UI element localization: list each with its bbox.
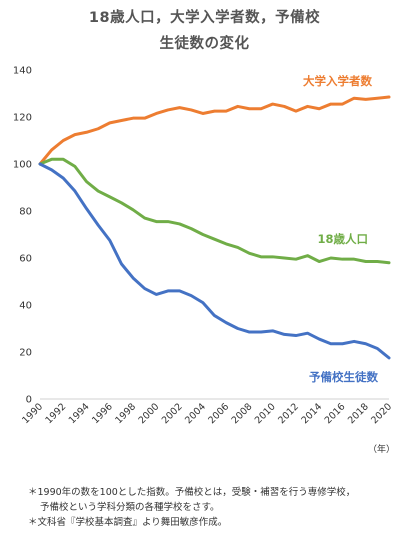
- series-label-university-entrants: 大学入学者数: [303, 74, 372, 88]
- x-tick-label: 2010: [253, 401, 278, 426]
- x-tick-label: 2004: [183, 401, 208, 426]
- y-tick-label: 100: [13, 160, 32, 171]
- series-line-prep-school-students: [38, 162, 391, 360]
- x-tick-label: 2008: [230, 401, 255, 426]
- x-tick-label: 2018: [346, 401, 371, 426]
- footnotes: ＊1990年の数を100とした指数。予備校とは，受験・補習を行う専修学校， 予備…: [28, 485, 400, 530]
- series-lines: [38, 95, 391, 360]
- series-line-university-entrants: [38, 95, 391, 166]
- x-tick-label: 1996: [90, 401, 115, 426]
- series-line-population-18: [38, 157, 391, 265]
- y-tick-label: 40: [19, 301, 32, 312]
- x-tick-label: 2020: [369, 401, 394, 426]
- y-tick-label: 0: [26, 395, 32, 406]
- x-tick-label: 2012: [276, 401, 301, 426]
- x-unit-label: （年）: [368, 443, 395, 455]
- y-tick-label: 20: [19, 348, 32, 359]
- chart-title-line2: 生徒数の変化: [159, 36, 250, 52]
- footnote-1-continued: 予備校という学科分類の各種学校をさす。: [40, 502, 220, 513]
- line-chart: 0204060801001201401990199219941996199820…: [13, 66, 395, 456]
- x-tick-label: 2002: [160, 401, 185, 426]
- chart-title-line1: 18歳人口，大学入学者数，予備校: [88, 10, 321, 26]
- footnote-1: ＊1990年の数を100とした指数。予備校とは，受験・補習を行う専修学校，: [28, 487, 356, 498]
- y-tick-label: 140: [13, 66, 32, 77]
- x-tick-label: 2000: [137, 401, 162, 426]
- y-tick-label: 80: [19, 207, 32, 218]
- axes: 0204060801001201401990199219941996199820…: [13, 66, 395, 456]
- y-tick-label: 120: [13, 113, 32, 124]
- footnote-2: ＊文科省『学校基本調査』より舞田敏彦作成。: [28, 517, 228, 528]
- x-tick-label: 2006: [206, 401, 231, 426]
- x-tick-label: 1992: [44, 401, 69, 426]
- series-label-prep-school-students: 予備校生徒数: [309, 370, 378, 384]
- y-tick-label: 60: [19, 254, 32, 265]
- series-label-population-18: 18歳人口: [317, 232, 368, 246]
- x-tick-label: 1990: [20, 401, 45, 426]
- x-tick-label: 2014: [299, 401, 324, 426]
- x-tick-label: 1994: [67, 401, 92, 426]
- x-tick-label: 2016: [323, 401, 348, 426]
- x-tick-label: 1998: [113, 401, 138, 426]
